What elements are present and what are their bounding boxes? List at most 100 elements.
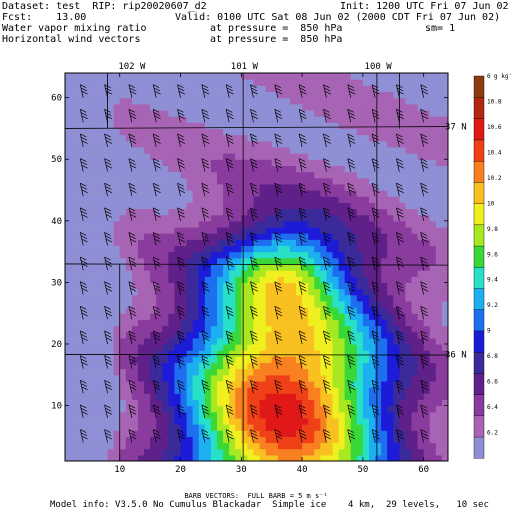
heatmap-cell	[229, 159, 236, 166]
heatmap-cell	[65, 337, 72, 345]
heatmap-cell	[387, 307, 394, 314]
heatmap-cell	[150, 399, 157, 407]
wind-barb	[396, 232, 404, 246]
wind-barb	[104, 404, 113, 418]
heatmap-cell	[423, 214, 431, 222]
heatmap-cell	[162, 362, 169, 370]
heatmap-cell	[326, 263, 334, 271]
heatmap-cell	[235, 313, 242, 320]
field1-label: Water vapor mixing ratio	[2, 23, 147, 34]
heatmap-cell	[210, 393, 218, 401]
heatmap-cell	[144, 424, 151, 431]
heatmap-cell	[277, 79, 285, 86]
heatmap-cell	[198, 257, 206, 265]
heatmap-cell	[381, 122, 388, 130]
heatmap-cell	[302, 417, 309, 425]
wind-barb	[79, 256, 88, 271]
heatmap-cell	[95, 97, 103, 105]
heatmap-cell	[95, 294, 103, 302]
heatmap-cell	[107, 103, 115, 111]
heatmap-cell	[180, 245, 188, 253]
heatmap-cell	[399, 307, 407, 314]
heatmap-cell	[65, 91, 72, 99]
heatmap-cell	[186, 116, 194, 123]
heatmap-cell	[95, 79, 103, 86]
heatmap-cell	[332, 257, 340, 265]
heatmap-cell	[393, 103, 400, 111]
colorbar-label: 6	[487, 73, 491, 80]
heatmap-cell	[338, 196, 346, 203]
heatmap-cell	[210, 208, 218, 216]
heatmap-cell	[89, 177, 96, 185]
heatmap-cell	[65, 442, 72, 450]
heatmap-cell	[137, 245, 145, 253]
heatmap-cell	[265, 368, 273, 376]
heatmap-cell	[168, 307, 176, 314]
heatmap-cell	[368, 73, 376, 80]
heatmap-cell	[350, 350, 358, 357]
heatmap-cell	[399, 208, 407, 216]
heatmap-cell	[289, 220, 297, 228]
heatmap-cell	[229, 337, 236, 345]
heatmap-cell	[162, 183, 169, 191]
heatmap-cell	[375, 337, 382, 345]
colorbar-label: 10.6	[487, 124, 502, 131]
heatmap-cell	[362, 146, 370, 154]
heatmap-cell	[362, 103, 370, 111]
heatmap-cell	[223, 165, 230, 173]
heatmap-cell	[277, 294, 285, 302]
heatmap-cell	[344, 208, 352, 216]
heatmap-cell	[95, 116, 103, 123]
heatmap-cell	[356, 331, 364, 339]
heatmap-cell	[180, 430, 188, 437]
heatmap-cell	[95, 146, 103, 154]
heatmap-cell	[375, 140, 382, 148]
heatmap-cell	[247, 399, 255, 407]
heatmap-cell	[89, 393, 96, 401]
heatmap-cell	[241, 245, 248, 253]
heatmap-cell	[186, 239, 194, 247]
heatmap-cell	[83, 109, 90, 117]
heatmap-cell	[144, 430, 151, 437]
heatmap-cell	[192, 350, 200, 357]
heatmap-cell	[241, 171, 248, 179]
heatmap-cell	[247, 79, 255, 86]
heatmap-cell	[338, 153, 346, 160]
heatmap-cell	[326, 153, 334, 160]
heatmap-cell	[89, 411, 96, 419]
heatmap-cell	[65, 109, 72, 117]
heatmap-cell	[399, 337, 407, 345]
heatmap-cell	[381, 436, 388, 444]
heatmap-cell	[429, 368, 437, 376]
heatmap-cell	[192, 307, 200, 314]
heatmap-cell	[247, 214, 255, 222]
heatmap-cell	[174, 337, 182, 345]
heatmap-cell	[107, 239, 115, 247]
heatmap-cell	[423, 417, 431, 425]
heatmap-cell	[271, 146, 279, 154]
heatmap-cell	[253, 337, 261, 345]
heatmap-cell	[180, 368, 188, 376]
heatmap-cell	[168, 239, 176, 247]
heatmap-cell	[338, 245, 346, 253]
heatmap-cell	[375, 313, 382, 320]
heatmap-cell	[180, 134, 188, 142]
heatmap-cell	[308, 122, 315, 130]
heatmap-cell	[259, 128, 267, 136]
heatmap-cell	[289, 146, 297, 154]
heatmap-cell	[144, 245, 151, 253]
heatmap-cell	[168, 294, 176, 302]
heatmap-cell	[417, 202, 425, 210]
heatmap-cell	[259, 202, 267, 210]
heatmap-cell	[259, 159, 267, 166]
heatmap-cell	[247, 350, 255, 357]
heatmap-cell	[441, 276, 448, 283]
heatmap-cell	[77, 109, 84, 117]
heatmap-cell	[320, 128, 328, 136]
heatmap-cell	[314, 436, 321, 444]
heatmap-cell	[174, 276, 182, 283]
heatmap-cell	[131, 245, 139, 253]
heatmap-cell	[411, 73, 419, 80]
heatmap-cell	[83, 356, 90, 364]
heatmap-cell	[326, 208, 334, 216]
